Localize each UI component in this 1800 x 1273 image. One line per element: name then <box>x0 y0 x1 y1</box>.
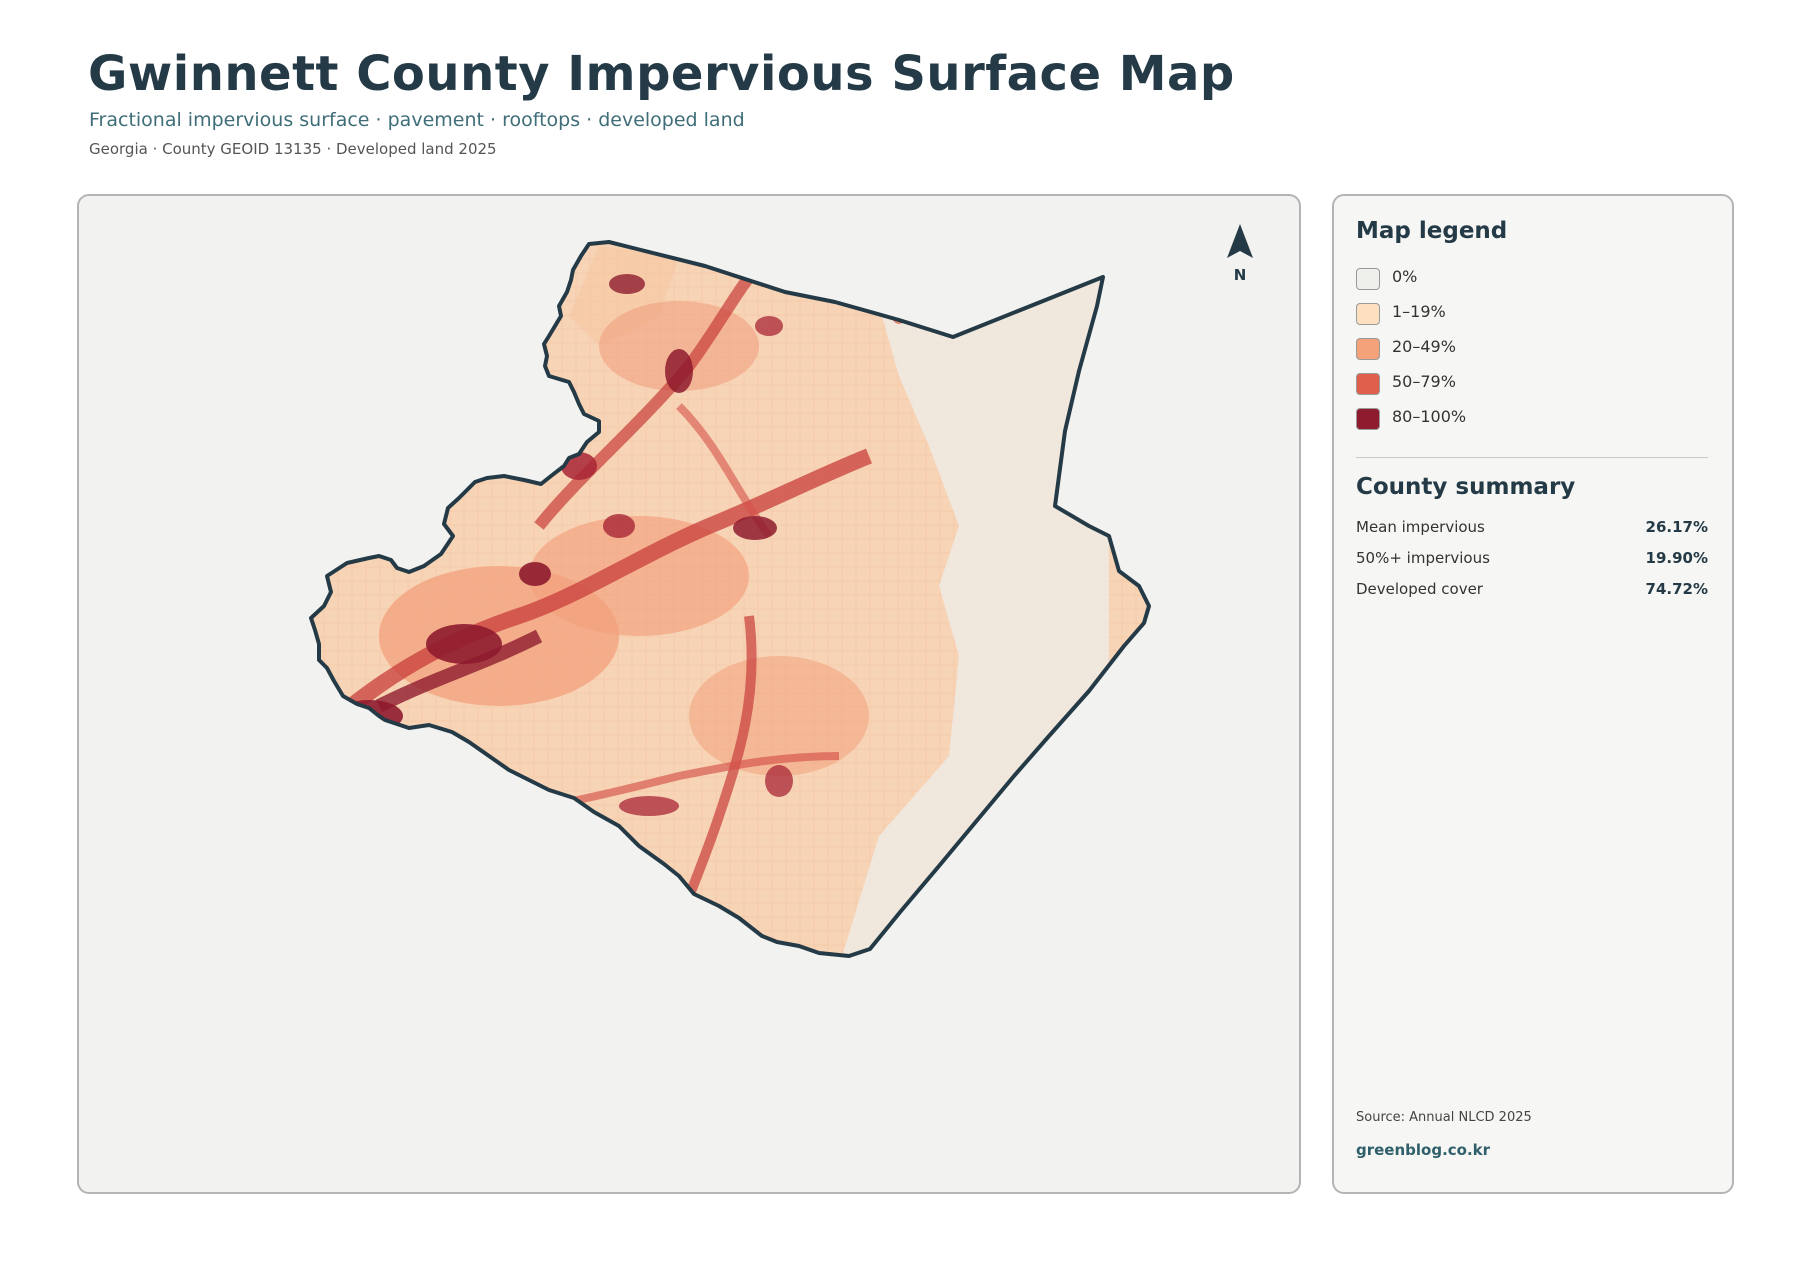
stat-developed-cover: Developed cover 74.72% <box>1356 580 1708 598</box>
core-cluster-c <box>519 562 551 586</box>
core-cluster-f <box>609 274 645 294</box>
medium-density-central <box>529 516 749 636</box>
core-cluster-h <box>603 514 635 538</box>
legend-item: 50–79% <box>1356 371 1466 406</box>
core-cluster-a <box>426 624 502 664</box>
summary-title: County summary <box>1356 474 1576 500</box>
legend-label: 80–100% <box>1392 407 1467 426</box>
map-subtitle: Fractional impervious surface · pavement… <box>89 109 745 131</box>
legend-swatch <box>1356 373 1380 395</box>
map-panel[interactable] <box>77 194 1301 1194</box>
stat-label: Mean impervious <box>1356 518 1485 536</box>
stat-mean-impervious: Mean impervious 26.17% <box>1356 518 1708 536</box>
legend-label: 0% <box>1392 267 1418 286</box>
corridor-i85 <box>333 448 872 723</box>
stat-label: 50%+ impervious <box>1356 549 1490 567</box>
legend-title: Map legend <box>1356 218 1508 244</box>
side-panel: Map legend 0% 1–19% 20–49% 50–79% 80–100… <box>1332 194 1734 1194</box>
core-cluster-k <box>619 796 679 816</box>
stat-value: 26.17% <box>1645 518 1708 536</box>
core-cluster-g <box>561 452 597 480</box>
core-cluster-e <box>665 349 693 393</box>
legend-swatch <box>1356 408 1380 430</box>
impervious-raster <box>311 242 1149 956</box>
legend-item: 20–49% <box>1356 336 1466 371</box>
core-cluster-b <box>335 700 403 732</box>
corridor-southeast <box>548 752 840 810</box>
north-arrow-icon <box>1227 224 1253 258</box>
stat-50plus-impervious: 50%+ impervious 19.90% <box>1356 549 1708 567</box>
stat-value: 19.90% <box>1645 549 1708 567</box>
stat-label: Developed cover <box>1356 580 1483 598</box>
core-cluster-l <box>765 765 793 797</box>
legend-swatch <box>1356 303 1380 325</box>
north-arrow: N <box>1222 224 1258 284</box>
stat-value: 74.72% <box>1645 580 1708 598</box>
legend-item: 0% <box>1356 266 1466 301</box>
legend-swatch <box>1356 268 1380 290</box>
county-map[interactable] <box>79 196 1301 1194</box>
core-cluster-d <box>733 516 777 540</box>
map-title: Gwinnett County Impervious Surface Map <box>88 46 1235 102</box>
corridor-southwest-core <box>375 629 543 713</box>
legend-item: 80–100% <box>1356 406 1466 441</box>
source-note: Source: Annual NLCD 2025 <box>1356 1110 1532 1125</box>
panel-divider <box>1356 457 1708 458</box>
legend-label: 50–79% <box>1392 372 1456 391</box>
legend-swatch <box>1356 338 1380 360</box>
legend-item: 1–19% <box>1356 301 1466 336</box>
north-label: N <box>1233 266 1247 284</box>
legend-list: 0% 1–19% 20–49% 50–79% 80–100% <box>1356 266 1466 441</box>
medium-density-south <box>689 656 869 776</box>
map-meta: Georgia · County GEOID 13135 · Developed… <box>89 140 497 158</box>
legend-label: 1–19% <box>1392 302 1446 321</box>
legend-label: 20–49% <box>1392 337 1456 356</box>
site-credit[interactable]: greenblog.co.kr <box>1356 1141 1491 1159</box>
north-residential <box>569 246 679 346</box>
core-cluster-i <box>755 316 783 336</box>
